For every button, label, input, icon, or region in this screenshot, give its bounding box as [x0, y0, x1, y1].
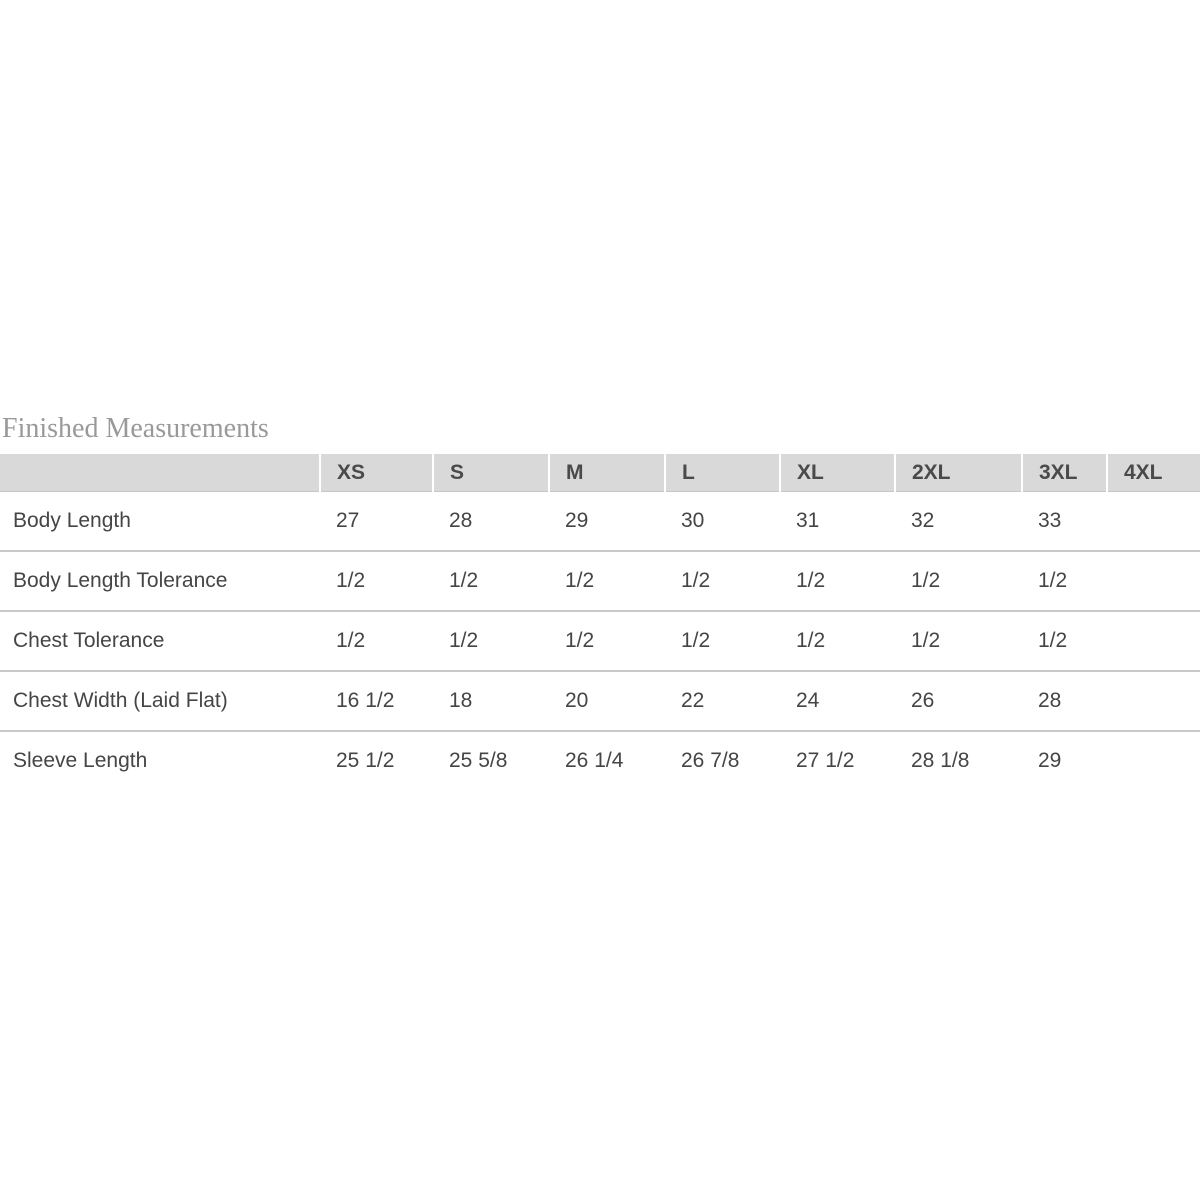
value-cell: 28 — [1022, 670, 1107, 731]
value-cell: 20 — [549, 670, 665, 731]
value-cell: 1/2 — [549, 550, 665, 611]
value-cell: 29 — [1022, 730, 1107, 790]
value-cell: 1/2 — [780, 610, 895, 671]
value-cell: 1/2 — [1022, 610, 1107, 671]
value-cell: 32 — [911, 509, 935, 532]
value-cell: 29 — [565, 509, 589, 532]
value-cell: 16 1/2 — [320, 670, 433, 731]
value-cell — [1107, 610, 1200, 671]
value-cell: 1/2 — [433, 550, 549, 611]
value-cell: 1/2 — [895, 550, 1022, 611]
value-cell: 1/2 — [665, 610, 780, 671]
row-label: Chest Tolerance — [0, 610, 320, 671]
value-cell: 26 1/4 — [549, 730, 665, 790]
size-chart-header: XS S M L XL 2XL 3XL 4XL — [0, 454, 1200, 492]
table-row-chest-tolerance: Chest Tolerance 1/2 1/2 1/2 1/2 1/2 1/2 … — [0, 610, 1200, 671]
value-cell: 25 1/2 — [320, 730, 433, 790]
value-cell: 1/2 — [433, 610, 549, 671]
row-label: Chest Width (Laid Flat) — [0, 670, 320, 731]
value-cell: 27 1/2 — [780, 730, 895, 790]
column-header-4xl: 4XL — [1106, 454, 1200, 492]
size-chart-section: Finished Measurements XS S M L XL 2XL 3X… — [0, 413, 1200, 790]
value-cell: 18 — [433, 670, 549, 731]
value-cell: 25 5/8 — [433, 730, 549, 790]
table-row-body-length: Body Length 27 28 29 30 31 32 33 — [0, 492, 1200, 552]
row-label: Body Length Tolerance — [0, 550, 320, 611]
value-cell — [1107, 730, 1200, 790]
column-header-xs: XS — [319, 454, 433, 492]
value-cell: 22 — [665, 670, 780, 731]
value-cell: 33 — [1038, 509, 1062, 532]
column-header-m: M — [548, 454, 665, 492]
value-cell: 26 7/8 — [665, 730, 780, 790]
section-title: Finished Measurements — [2, 413, 269, 444]
finished-measurements-table: XS S M L XL 2XL 3XL 4XL Body Length 27 2… — [0, 454, 1200, 790]
value-cell: 1/2 — [895, 610, 1022, 671]
value-cell: 28 1/8 — [895, 730, 1022, 790]
value-cell — [1107, 492, 1200, 552]
table-row-sleeve-length: Sleeve Length 25 1/2 25 5/8 26 1/4 26 7/… — [0, 730, 1200, 790]
value-cell: 27 — [336, 509, 360, 532]
value-cell: 28 — [449, 509, 473, 532]
column-header-l: L — [664, 454, 780, 492]
column-header-blank — [0, 454, 320, 492]
value-cell — [1107, 550, 1200, 611]
table-row-chest-width: Chest Width (Laid Flat) 16 1/2 18 20 22 … — [0, 670, 1200, 731]
value-cell: 1/2 — [320, 610, 433, 671]
row-label: Sleeve Length — [0, 730, 320, 790]
value-cell: 1/2 — [320, 550, 433, 611]
header-row: XS S M L XL 2XL 3XL 4XL — [0, 454, 1200, 492]
table-row-body-length-tolerance: Body Length Tolerance 1/2 1/2 1/2 1/2 1/… — [0, 550, 1200, 611]
value-cell: 1/2 — [549, 610, 665, 671]
column-header-2xl: 2XL — [894, 454, 1022, 492]
value-cell: 1/2 — [1022, 550, 1107, 611]
column-header-s: S — [432, 454, 549, 492]
value-cell: 1/2 — [780, 550, 895, 611]
row-label: Body Length — [13, 509, 131, 532]
value-cell: 24 — [780, 670, 895, 731]
column-header-3xl: 3XL — [1021, 454, 1107, 492]
value-cell: 1/2 — [665, 550, 780, 611]
value-cell: 31 — [796, 509, 820, 532]
value-cell: 30 — [681, 509, 705, 532]
column-header-xl: XL — [779, 454, 895, 492]
value-cell: 26 — [895, 670, 1022, 731]
size-chart-body: Body Length 27 28 29 30 31 32 33 Body Le… — [0, 492, 1200, 790]
value-cell — [1107, 670, 1200, 731]
